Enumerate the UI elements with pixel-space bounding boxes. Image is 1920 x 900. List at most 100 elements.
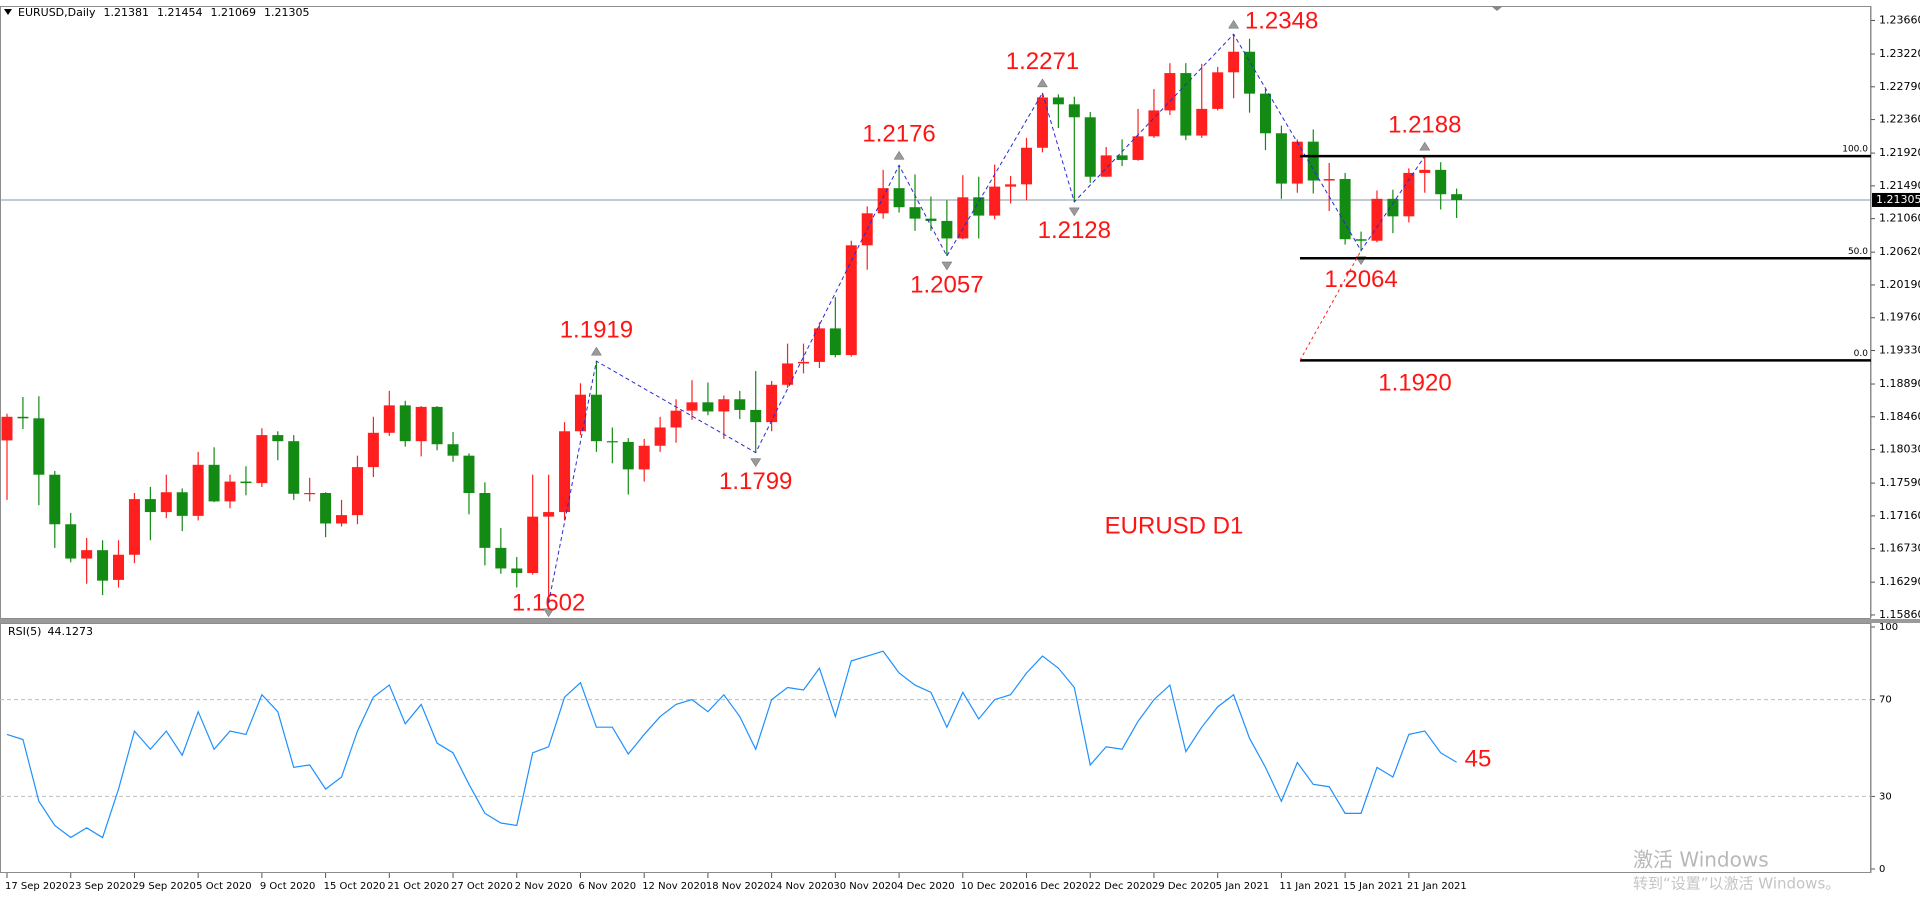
- candle-body: [925, 218, 937, 221]
- candle-body: [829, 328, 841, 356]
- rsi-tick-label: 0: [1879, 864, 1885, 875]
- candle-body: [1259, 93, 1271, 134]
- x-tick-label: 15 Jan 2021: [1343, 881, 1403, 892]
- candle-body: [686, 402, 698, 411]
- y-tick-label: 1.21920: [1879, 146, 1920, 159]
- rsi-tick-label: 30: [1879, 791, 1892, 802]
- candle-body: [208, 464, 220, 502]
- candle-body: [383, 405, 395, 433]
- header-low: 1.21069: [210, 6, 256, 19]
- candle-body: [1275, 133, 1287, 184]
- candle-body: [272, 435, 284, 442]
- chart-header: EURUSD,Daily 1.21381 1.21454 1.21069 1.21305: [18, 6, 309, 19]
- y-tick-label: 1.22360: [1879, 113, 1920, 126]
- swing-label: 1.2188: [1388, 111, 1461, 138]
- candle-body: [798, 361, 809, 364]
- candle-body: [1084, 117, 1096, 177]
- candle-body: [1323, 179, 1335, 181]
- x-tick-label: 16 Dec 2020: [1025, 881, 1089, 892]
- swing-label: 1.2064: [1324, 266, 1397, 293]
- x-tick-label: 5 Oct 2020: [196, 881, 251, 892]
- candle-body: [1228, 51, 1240, 73]
- fib-trend: [1299, 250, 1362, 361]
- candle-body: [989, 186, 1001, 216]
- x-tick-label: 21 Jan 2021: [1407, 881, 1467, 892]
- candle-body: [527, 516, 539, 574]
- y-tick-label: 1.18890: [1879, 377, 1920, 390]
- swing-arrow: [1068, 207, 1080, 217]
- candle-body: [670, 410, 682, 428]
- swing-arrow: [893, 150, 905, 160]
- x-tick-label: 29 Sep 2020: [132, 881, 195, 892]
- rsi-value: 44.1273: [47, 625, 93, 638]
- x-tick-label: 4 Dec 2020: [897, 881, 955, 892]
- x-tick-label: 30 Nov 2020: [833, 881, 897, 892]
- candle-body: [65, 524, 77, 559]
- candle-body: [128, 499, 140, 555]
- candle-body: [1212, 72, 1224, 109]
- candle-body: [1339, 179, 1351, 240]
- scroll-marker: [1491, 6, 1503, 11]
- candle-body: [1355, 239, 1367, 241]
- x-tick-label: 22 Dec 2020: [1088, 881, 1152, 892]
- menu-arrow: [4, 9, 12, 15]
- swing-arrow: [1036, 78, 1048, 88]
- watermark-subtitle: 转到“设置”以激活 Windows。: [1633, 875, 1840, 893]
- candle-body: [1403, 172, 1415, 217]
- candle-body: [367, 432, 379, 468]
- swing-label: 1.1919: [560, 317, 633, 344]
- candle-body: [559, 431, 571, 513]
- candle-body: [160, 492, 172, 513]
- x-tick-label: 21 Oct 2020: [387, 881, 449, 892]
- y-tick-label: 1.21060: [1879, 212, 1920, 225]
- y-tick-label: 1.16290: [1879, 575, 1920, 588]
- y-tick-label: 1.20620: [1879, 245, 1920, 258]
- y-tick-label: 1.15860: [1879, 608, 1920, 621]
- candle-body: [1100, 155, 1112, 177]
- swing-label: 1.2057: [910, 271, 983, 298]
- candle-body: [1291, 141, 1303, 184]
- candle-body: [734, 399, 746, 410]
- swing-label: 1.2128: [1038, 217, 1111, 244]
- x-tick-label: 12 Nov 2020: [642, 881, 706, 892]
- y-tick-label: 1.17160: [1879, 509, 1920, 522]
- candle-body: [718, 399, 730, 412]
- candle-body: [1148, 110, 1160, 137]
- candle-body: [224, 481, 236, 502]
- y-tick-label: 1.19760: [1879, 311, 1920, 324]
- y-tick-label: 1.16730: [1879, 542, 1920, 555]
- candle-body: [1052, 97, 1064, 105]
- candle-body: [304, 493, 316, 495]
- rsi-annotation: 45: [1465, 745, 1492, 772]
- y-tick-label: 1.21490: [1879, 179, 1920, 192]
- candle-body: [479, 493, 491, 548]
- swing-label: 1.2176: [862, 121, 935, 148]
- candle-body: [543, 512, 555, 517]
- x-tick-label: 27 Oct 2020: [451, 881, 513, 892]
- candle-body: [1307, 141, 1319, 181]
- candle-body: [766, 384, 778, 423]
- candle-body: [192, 464, 204, 516]
- y-tick-label: 1.20190: [1879, 278, 1920, 291]
- candle-body: [909, 207, 921, 219]
- y-tick-label: 1.18030: [1879, 443, 1920, 456]
- x-tick-label: 29 Dec 2020: [1152, 881, 1216, 892]
- candle-body: [973, 197, 985, 216]
- swing-label: 1.2348: [1245, 7, 1318, 34]
- candle-body: [1021, 147, 1033, 185]
- x-tick-label: 24 Nov 2020: [770, 881, 834, 892]
- fib-level-label: 100.0: [1842, 145, 1868, 155]
- header-close: 1.21305: [264, 6, 310, 19]
- candle-body: [750, 409, 762, 423]
- candle-body: [638, 445, 650, 470]
- header-open: 1.21381: [103, 6, 149, 19]
- last-price-label: 1.21305: [1876, 193, 1920, 206]
- candle-body: [240, 481, 252, 484]
- candle-body: [511, 568, 523, 574]
- rsi-title: RSI(5): [8, 625, 41, 638]
- x-tick-label: 9 Oct 2020: [260, 881, 315, 892]
- last-price-box: [1872, 192, 1920, 207]
